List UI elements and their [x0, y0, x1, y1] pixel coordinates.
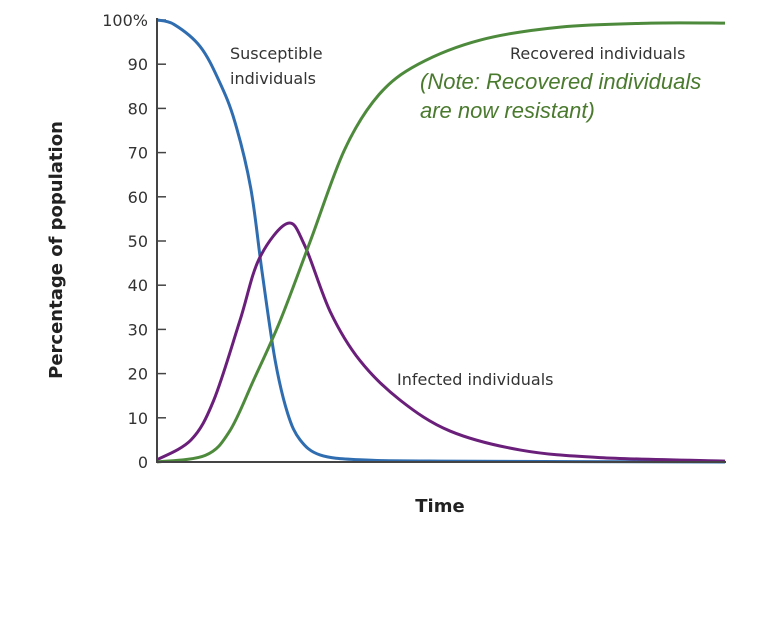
label-recovered: Recovered individuals	[510, 44, 685, 63]
y-tick-label: 90	[128, 55, 148, 74]
x-axis-title: Time	[415, 496, 464, 517]
y-tick-label: 40	[128, 276, 148, 295]
y-tick-label: 70	[128, 144, 148, 163]
note-line-2: are now resistant)	[420, 98, 595, 123]
label-susceptible-2: individuals	[230, 69, 316, 88]
y-tick-label: 80	[128, 99, 148, 118]
series-susceptible-line	[156, 18, 726, 464]
y-tick-label: 60	[128, 188, 148, 207]
y-axis-title: Percentage of population	[46, 121, 67, 379]
note-line-1: (Note: Recovered individuals	[420, 69, 701, 94]
label-infected: Infected individuals	[397, 370, 553, 389]
y-tick-label: 100%	[102, 11, 148, 30]
series-recovered-line	[156, 21, 726, 464]
y-tick-label: 0	[138, 453, 148, 472]
y-tick-label: 30	[128, 320, 148, 339]
y-tick-label: 10	[128, 409, 148, 428]
label-susceptible-1: Susceptible	[230, 44, 323, 63]
y-tick-label: 50	[128, 232, 148, 251]
series-infected-line	[156, 221, 726, 463]
y-tick-label: 20	[128, 365, 148, 384]
